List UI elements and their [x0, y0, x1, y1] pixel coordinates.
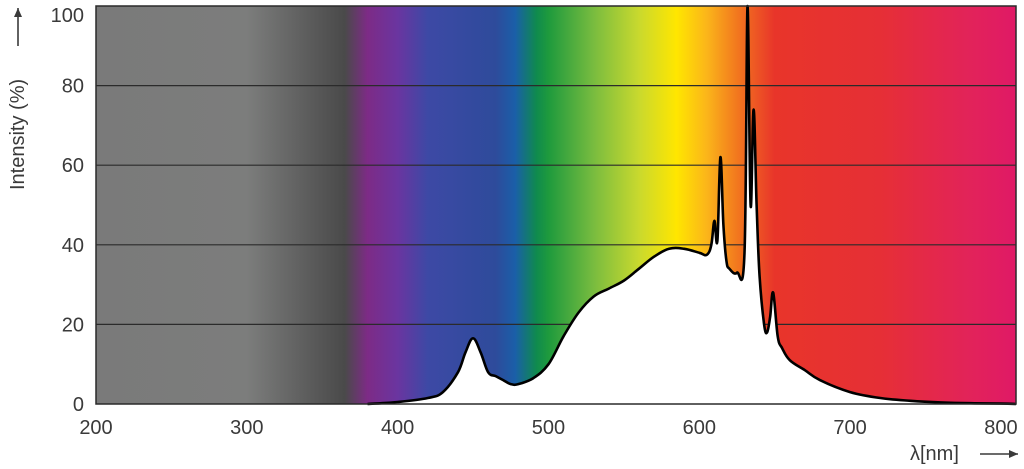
y-tick-label-100: 100: [51, 5, 84, 27]
x-tick-label-600: 600: [683, 417, 716, 439]
x-tick-label-700: 700: [833, 417, 866, 439]
x-axis-ticks: 200 300 400 500 600 700 800: [79, 417, 1017, 439]
x-tick-label-800: 800: [984, 417, 1017, 439]
emission-curve: [367, 4, 1017, 406]
plot-border: [95, 5, 1017, 405]
y-axis-ticks: 0 20 40 60 80 100: [51, 5, 84, 416]
x-tick-label-400: 400: [381, 417, 414, 439]
y-tick-label-80: 80: [62, 76, 84, 98]
y-tick-label-60: 60: [62, 155, 84, 177]
spectrum-background: [96, 6, 1016, 404]
y-tick-label-20: 20: [62, 314, 84, 336]
x-tick-label-300: 300: [230, 417, 263, 439]
y-axis-title: Intensity (%): [7, 79, 29, 190]
x-tick-label-500: 500: [532, 417, 565, 439]
emission-area: [367, 6, 1016, 404]
gridlines: [96, 84, 1016, 325]
x-tick-label-200: 200: [79, 417, 112, 439]
y-axis-label: Intensity (%): [7, 79, 29, 190]
x-axis-label: λ[nm]: [910, 443, 959, 465]
y-tick-label-40: 40: [62, 235, 84, 257]
y-tick-label-0: 0: [73, 394, 84, 416]
